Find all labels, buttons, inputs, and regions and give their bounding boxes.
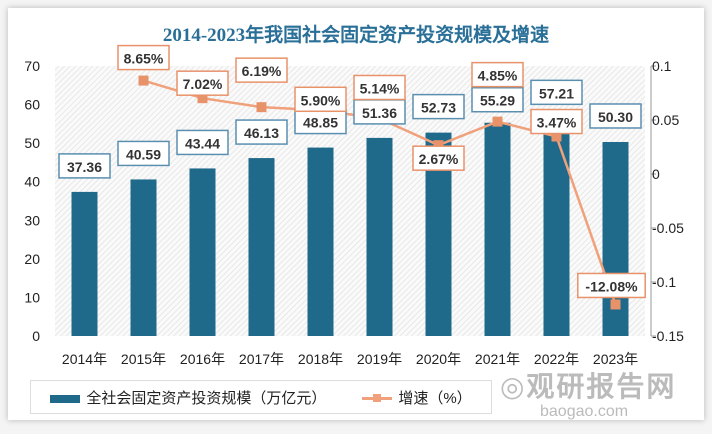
bar-data-label: 51.36 xyxy=(362,105,397,121)
bar xyxy=(248,158,275,336)
legend-item-line: 增速（%） xyxy=(362,387,472,408)
growth-data-label-box xyxy=(235,57,288,83)
bar-data-label-box xyxy=(353,99,406,125)
right-axis-tick: -0.15 xyxy=(652,328,684,344)
right-axis-tick: -0.05 xyxy=(652,220,684,236)
growth-marker xyxy=(551,131,562,142)
growth-data-label: 2.67% xyxy=(419,151,459,167)
growth-data-label: 7.02% xyxy=(183,76,223,92)
bar-data-label: 50.30 xyxy=(598,109,633,125)
growth-data-label: 3.47% xyxy=(537,115,577,131)
growth-data-label-box xyxy=(176,70,229,96)
bar-data-label: 37.36 xyxy=(67,159,102,175)
growth-data-label: -12.08% xyxy=(585,278,638,294)
left-axis-tick: 40 xyxy=(24,174,40,190)
growth-marker xyxy=(138,75,149,86)
x-axis-tick: 2022年 xyxy=(534,351,579,367)
bar-data-label: 43.44 xyxy=(185,135,220,151)
x-axis-tick: 2020年 xyxy=(416,351,461,367)
growth-data-label-box xyxy=(294,86,347,113)
bar-data-label: 55.29 xyxy=(480,93,515,109)
left-axis-tick: 20 xyxy=(24,251,40,267)
bar-data-label: 57.21 xyxy=(539,85,574,101)
growth-marker xyxy=(197,93,208,104)
growth-data-label: 4.85% xyxy=(478,68,518,84)
bar-data-label-box xyxy=(117,140,170,167)
growth-data-label-box xyxy=(117,44,170,71)
bar xyxy=(71,191,98,336)
bar xyxy=(484,122,511,336)
x-axis-tick: 2019年 xyxy=(357,351,402,367)
bar xyxy=(189,168,216,336)
growth-marker xyxy=(492,116,503,127)
growth-data-label-box xyxy=(412,145,465,171)
x-axis-tick: 2021年 xyxy=(475,351,520,367)
bar xyxy=(307,147,334,336)
x-axis-tick: 2016年 xyxy=(180,351,225,367)
line-swatch-icon xyxy=(362,394,393,403)
bar-data-label-box xyxy=(58,153,111,179)
right-axis-tick: -0.1 xyxy=(652,274,676,290)
growth-data-label-box xyxy=(530,108,583,135)
growth-data-label: 5.90% xyxy=(301,92,341,108)
growth-marker xyxy=(610,299,621,310)
x-axis-tick: 2017年 xyxy=(239,351,284,367)
growth-data-label: 6.19% xyxy=(242,63,282,79)
growth-marker xyxy=(256,102,267,113)
legend-item-bar: 全社会固定资产投资规模（万亿元） xyxy=(50,387,326,408)
right-axis-tick: 0 xyxy=(652,166,660,182)
bar-data-label-box xyxy=(589,103,642,129)
watermark-logo: ◎观研报告网 baogao.com xyxy=(500,371,677,420)
left-axis-tick: 50 xyxy=(24,135,40,151)
bar-swatch-icon xyxy=(50,394,81,403)
legend: 全社会固定资产投资规模（万亿元） 增速（%） xyxy=(30,380,492,414)
x-axis-tick: 2015年 xyxy=(121,351,166,367)
bar-data-label-box xyxy=(471,86,524,113)
growth-data-label-box xyxy=(577,272,646,299)
growth-data-label-box xyxy=(353,74,406,101)
bar-data-label-box xyxy=(412,93,465,120)
growth-data-label: 8.65% xyxy=(124,51,164,67)
left-axis-tick: 60 xyxy=(24,97,40,113)
x-axis-tick: 2023年 xyxy=(593,351,638,367)
bar-data-label-box xyxy=(176,129,229,156)
growth-marker xyxy=(433,140,444,151)
bar xyxy=(130,179,157,336)
left-axis-tick: 30 xyxy=(24,212,40,228)
right-axis-tick: 0.1 xyxy=(652,58,672,74)
growth-data-label-box xyxy=(471,61,524,88)
bar-data-label-box xyxy=(235,119,288,145)
left-axis-tick: 10 xyxy=(24,289,40,305)
right-axis-tick: 0.05 xyxy=(652,112,679,128)
bar-data-label-box xyxy=(530,79,583,106)
left-axis-tick: 70 xyxy=(24,58,40,74)
growth-data-label: 5.14% xyxy=(360,80,400,96)
bar xyxy=(543,115,570,336)
bar-data-label: 48.85 xyxy=(303,115,338,131)
bar-data-label: 40.59 xyxy=(126,146,161,162)
bar-data-label: 46.13 xyxy=(244,125,279,141)
chart-title: 2014-2023年我国社会固定资产投资规模及增速 xyxy=(162,25,550,46)
left-axis-tick: 0 xyxy=(32,328,40,344)
x-axis-tick: 2018年 xyxy=(298,351,343,367)
bar-data-label: 52.73 xyxy=(421,100,456,116)
x-axis-tick: 2014年 xyxy=(62,351,107,367)
bar xyxy=(366,137,393,336)
